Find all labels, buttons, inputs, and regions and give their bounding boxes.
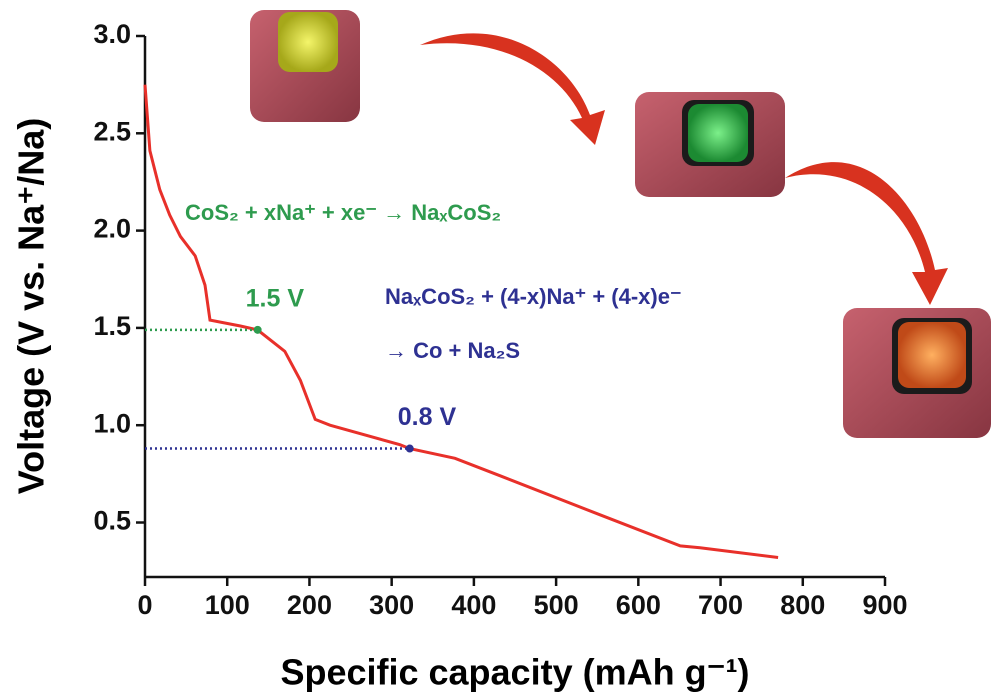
- x-tick-label: 100: [205, 590, 250, 620]
- y-tick-label: 2.0: [93, 214, 131, 244]
- cube-orange: [843, 308, 991, 438]
- x-tick-label: 200: [287, 590, 332, 620]
- y-tick-label: 3.0: [93, 19, 131, 49]
- marker-label: 0.8 V: [398, 403, 457, 431]
- x-tick-label: 500: [534, 590, 579, 620]
- y-tick-label: 2.5: [93, 116, 131, 146]
- marker: [405, 444, 414, 453]
- x-tick-label: 0: [137, 590, 152, 620]
- x-tick-label: 300: [369, 590, 414, 620]
- y-tick-label: 1.5: [93, 311, 131, 341]
- x-axis-title: Specific capacity (mAh g⁻¹): [280, 652, 749, 693]
- arrow: [420, 33, 605, 145]
- curve: [143, 84, 779, 559]
- annotation: → Co + Na₂S: [385, 338, 520, 363]
- x-tick-label: 400: [451, 590, 496, 620]
- annotation: NaₓCoS₂ + (4-x)Na⁺ + (4-x)e⁻: [385, 284, 682, 309]
- x-tick-label: 600: [616, 590, 661, 620]
- marker: [253, 325, 262, 334]
- y-tick-label: 0.5: [93, 506, 131, 536]
- cube-green: [635, 92, 785, 197]
- annotation: CoS₂ + xNa⁺ + xe⁻ → NaₓCoS₂: [185, 200, 501, 225]
- x-tick-label: 800: [780, 590, 825, 620]
- cube-yellow: [250, 10, 360, 122]
- x-tick-label: 700: [698, 590, 743, 620]
- x-tick-label: 900: [862, 590, 907, 620]
- y-tick-label: 1.0: [93, 408, 131, 438]
- arrow: [785, 162, 948, 305]
- y-axis-title: Voltage (V vs. Na⁺/Na): [11, 118, 52, 494]
- marker-label: 1.5 V: [246, 284, 305, 312]
